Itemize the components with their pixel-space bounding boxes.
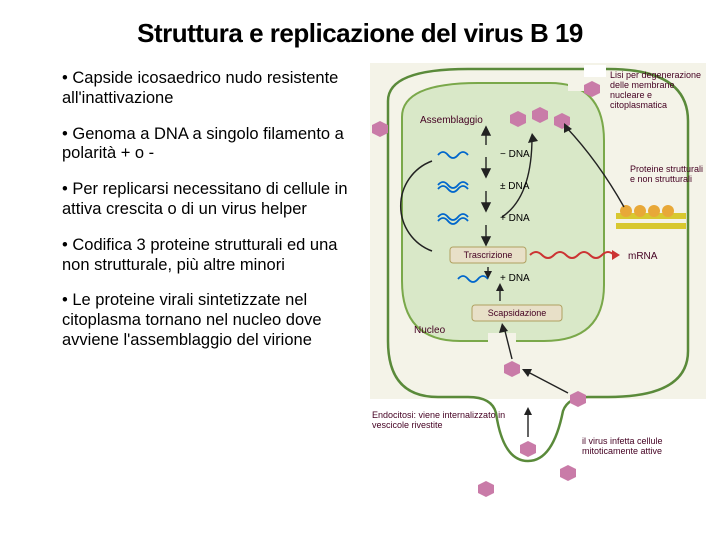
bullet-item: • Genoma a DNA a singolo filamento a pol… bbox=[62, 125, 362, 165]
bullet-item: • Codifica 3 proteine strutturali ed una… bbox=[62, 236, 362, 276]
page-title: Struttura e replicazione del virus B 19 bbox=[0, 0, 720, 57]
proteins-label: Proteine strutturali e non strutturali bbox=[630, 165, 708, 185]
uncoating-label: Scapsidazione bbox=[488, 308, 547, 318]
bullet-list: • Capside icosaedrico nudo resistente al… bbox=[62, 57, 362, 351]
lysis-label: Lisi per degenerazione delle membrane nu… bbox=[610, 71, 706, 111]
bullet-item: • Per replicarsi necessitano di cellule … bbox=[62, 180, 362, 220]
replication-diagram: Trascrizione mRNA − DNA ± DNA + DNA + DN… bbox=[368, 61, 708, 501]
dna-minus-label: − DNA bbox=[500, 149, 530, 160]
dna-plus-label-2: + DNA bbox=[500, 273, 530, 284]
dna-pm-label: ± DNA bbox=[500, 181, 530, 192]
content-row: • Capside icosaedrico nudo resistente al… bbox=[0, 57, 720, 351]
endocytosis-label: Endocitosi: viene internalizzato in vesc… bbox=[372, 411, 512, 431]
infects-label: il virus infetta cellule mitoticamente a… bbox=[582, 437, 706, 457]
bullet-item: • Capside icosaedrico nudo resistente al… bbox=[62, 69, 362, 109]
dna-plus-label: + DNA bbox=[500, 213, 530, 224]
nucleus-label: Nucleo bbox=[414, 325, 446, 336]
mrna-label: mRNA bbox=[628, 251, 658, 262]
bullet-item: • Le proteine virali sintetizzate nel ci… bbox=[62, 291, 362, 350]
diagram-area: Trascrizione mRNA − DNA ± DNA + DNA + DN… bbox=[362, 57, 700, 351]
assembly-label: Assemblaggio bbox=[420, 115, 483, 126]
transcription-label: Trascrizione bbox=[464, 250, 513, 260]
